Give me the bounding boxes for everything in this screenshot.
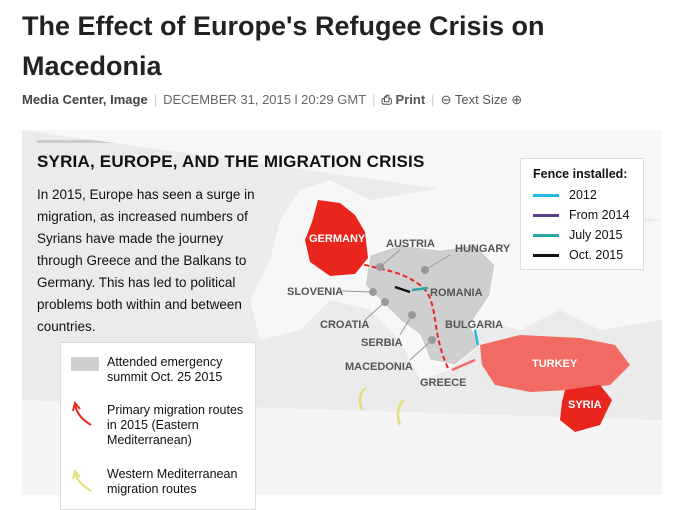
map-legend: Attended emergency summit Oct. 25 2015 P… [60, 342, 256, 510]
byline: Media Center, Image | DECEMBER 31, 2015 l … [22, 92, 523, 107]
country-label: SERBIA [361, 337, 403, 349]
fence-label: July 2015 [569, 228, 623, 242]
fence-legend-entry: From 2014 [533, 205, 643, 225]
fence-label: From 2014 [569, 208, 630, 222]
country-label: SLOVENIA [287, 286, 343, 298]
date: DECEMBER 31, 2015 l 20:29 GMT [163, 92, 367, 107]
fence-legend-entry: Oct. 2015 [533, 245, 643, 265]
legend-icons [71, 357, 99, 492]
article-title: The Effect of Europe's Refugee Crisis on… [22, 11, 545, 81]
legend-entry: Attended emergency summit Oct. 25 2015 [107, 355, 223, 384]
fence-label: 2012 [569, 188, 597, 202]
fence-label: Oct. 2015 [569, 248, 624, 262]
country-label: CROATIA [320, 319, 369, 331]
legend-entry: Western Mediterranean migration routes [107, 467, 238, 496]
country-label: BULGARIA [445, 319, 503, 331]
fence-legend-title: Fence installed: [533, 167, 628, 181]
country-label: GREECE [420, 377, 466, 389]
source-link[interactable]: Media Center, Image [22, 92, 148, 107]
country-label: ROMANIA [430, 287, 483, 299]
country-label: HUNGARY [455, 243, 511, 255]
fence-swatch [533, 193, 559, 197]
country-label: GERMANY [309, 233, 366, 245]
fence-legend-entry: 2012 [533, 185, 643, 205]
country-label: SYRIA [568, 399, 602, 411]
fence-legend-entry: July 2015 [533, 225, 643, 245]
country-label: MACEDONIA [345, 361, 413, 373]
print-button[interactable]: ⎙ Print [381, 92, 426, 107]
fence-swatch [533, 253, 559, 257]
country-label: TURKEY [532, 358, 578, 370]
print-label: Print [395, 92, 426, 107]
fence-swatch [533, 213, 559, 217]
legend-entry: Primary migration routes in 2015 (Easter… [107, 403, 244, 447]
map-description: In 2015, Europe has seen a surge in migr… [37, 187, 255, 334]
text-size-label: Text Size [454, 92, 508, 107]
fence-swatch [533, 233, 559, 237]
map-title: SYRIA, EUROPE, AND THE MIGRATION CRISIS [37, 152, 425, 171]
country-label: AUSTRIA [386, 238, 435, 250]
text-size-control[interactable]: ⊖ Text Size ⊕ [440, 92, 523, 107]
fence-legend: Fence installed: 2012 From 2014 July 2015 O… [520, 158, 644, 270]
